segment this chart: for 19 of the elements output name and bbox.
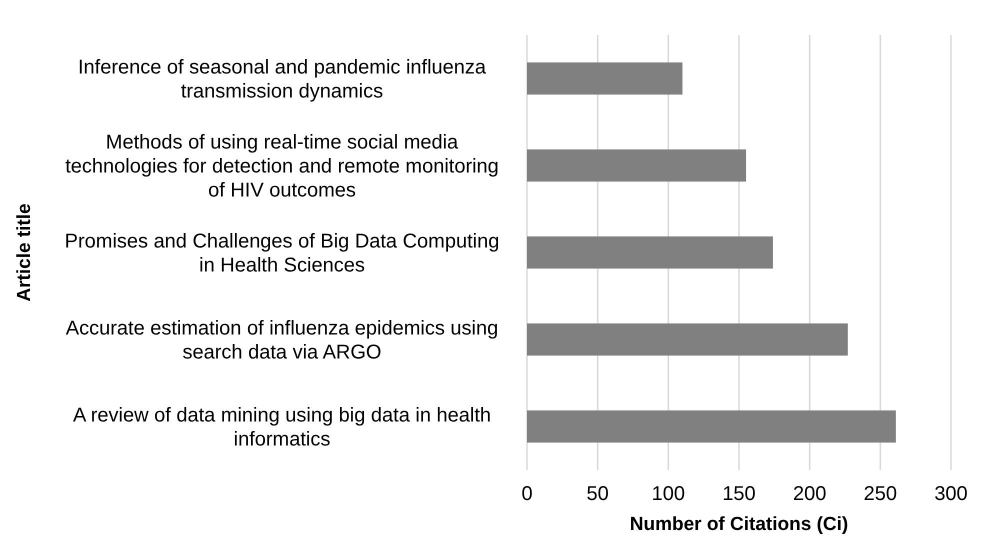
y-tick-label: Methods of using real-time social media technologies for detection and remote monitoring of HIV outcomes xyxy=(65,132,499,202)
bar xyxy=(527,62,682,95)
y-tick-label: Promises and Challenges of Big Data Computing in Health Sciences xyxy=(64,230,500,276)
bar xyxy=(527,323,848,356)
y-tick-label: A review of data mining using big data in health informatics xyxy=(72,404,492,450)
y-tick-label: Accurate estimation of influenza epidemics using search data via ARGO xyxy=(66,318,498,364)
x-tick-label: 150 xyxy=(722,483,756,505)
x-tick-label: 0 xyxy=(521,483,533,505)
x-tick-label: 300 xyxy=(934,483,968,505)
bar xyxy=(527,410,896,443)
y-axis-title: Article title xyxy=(14,203,35,302)
x-tick-label: 100 xyxy=(652,483,686,505)
x-tick-label: 250 xyxy=(864,483,898,505)
bar xyxy=(527,149,746,182)
x-tick-label: 200 xyxy=(792,483,826,505)
bar xyxy=(527,236,773,269)
y-tick-label: Inference of seasonal and pandemic influenza transmission dynamics xyxy=(78,56,487,102)
x-axis-title: Number of Citations (Ci) xyxy=(630,514,848,535)
x-tick-label: 50 xyxy=(586,483,609,505)
